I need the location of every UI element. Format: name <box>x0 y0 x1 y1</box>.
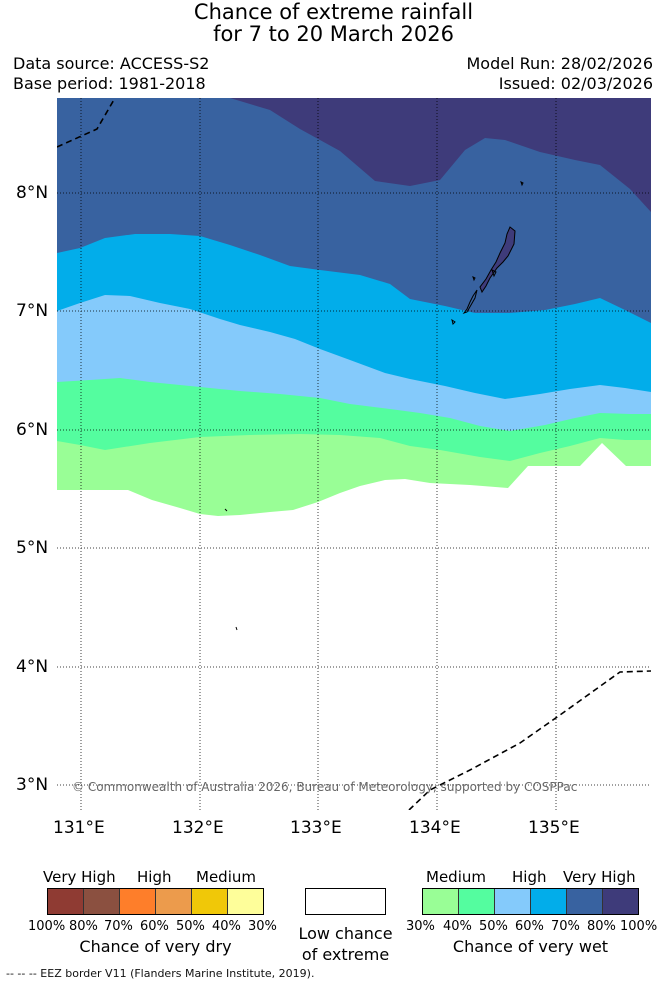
wet-swatch-30-40 <box>423 889 459 914</box>
eez-border <box>57 98 651 810</box>
dry-swatch-50-40 <box>192 889 228 914</box>
data-source: Data source: ACCESS-S2 <box>13 54 210 73</box>
lat-label-5n: 5°N <box>16 538 49 558</box>
lat-label-3n: 3°N <box>16 775 49 795</box>
wet-tick-50: 50% <box>479 919 508 934</box>
base-period: Base period: 1981-2018 <box>13 74 206 93</box>
wet-swatch-50-60 <box>495 889 531 914</box>
zone-wet-70 <box>57 98 651 323</box>
dry-swatch-80-70 <box>84 889 120 914</box>
issued-date: Issued: 02/03/2026 <box>498 74 653 93</box>
wet-tick-60: 60% <box>515 919 544 934</box>
dry-cat-very-high: Very High <box>43 868 116 886</box>
dry-cat-medium: Medium <box>196 868 256 886</box>
lat-label-6n: 6°N <box>16 420 49 440</box>
dry-tick-30: 30% <box>248 919 277 934</box>
eez-footnote: -- -- -- EEZ border V11 (Flanders Marine… <box>6 967 315 980</box>
low-chance-line2: of extreme <box>301 945 390 964</box>
lat-label-7n: 7°N <box>16 301 49 321</box>
wet-swatch-80-100 <box>603 889 638 914</box>
wet-tick-100: 100% <box>620 919 658 934</box>
dry-swatch-60-50 <box>156 889 192 914</box>
map-title: Chance of extreme rainfall <box>193 0 474 24</box>
palau-islands <box>224 181 524 631</box>
wet-swatch-60-70 <box>531 889 567 914</box>
wet-cat-high: High <box>512 868 547 886</box>
dry-cat-high: High <box>137 868 172 886</box>
wet-cat-very-high: Very High <box>563 868 636 886</box>
dry-swatch-40-30 <box>228 889 263 914</box>
map-subtitle: for 7 to 20 March 2026 <box>213 22 454 46</box>
copyright-text: © Commonwealth of Australia 2026, Bureau… <box>72 780 577 794</box>
wet-cat-medium: Medium <box>426 868 486 886</box>
dry-tick-50: 50% <box>176 919 205 934</box>
wet-swatch-70-80 <box>567 889 603 914</box>
wet-tick-30: 30% <box>406 919 435 934</box>
low-chance-line1: Low chance <box>298 924 393 943</box>
lon-label-135e: 135°E <box>528 818 580 838</box>
lat-label-4n: 4°N <box>16 657 49 677</box>
dry-tick-70: 70% <box>104 919 133 934</box>
dry-tick-80: 80% <box>69 919 98 934</box>
lon-label-133e: 133°E <box>290 818 342 838</box>
graticule <box>57 98 651 810</box>
wet-tick-70: 70% <box>551 919 580 934</box>
dry-tick-100: 100% <box>28 919 66 934</box>
lon-label-132e: 132°E <box>172 818 224 838</box>
wet-legend-bar <box>422 888 639 915</box>
dry-caption: Chance of very dry <box>79 937 232 956</box>
wet-tick-40: 40% <box>443 919 472 934</box>
lon-label-134e: 134°E <box>409 818 461 838</box>
lon-label-131e: 131°E <box>53 818 105 838</box>
dry-tick-40: 40% <box>212 919 241 934</box>
dry-swatch-100-80 <box>48 889 84 914</box>
wet-swatch-40-50 <box>459 889 495 914</box>
model-run: Model Run: 28/02/2026 <box>466 54 654 73</box>
zone-wet-80 <box>230 98 651 212</box>
wet-tick-80: 80% <box>587 919 616 934</box>
dry-swatch-70-60 <box>120 889 156 914</box>
lat-label-8n: 8°N <box>16 183 49 203</box>
dry-tick-60: 60% <box>140 919 169 934</box>
dry-legend-bar <box>47 888 264 915</box>
low-chance-swatch <box>305 888 386 915</box>
wet-caption: Chance of very wet <box>452 937 609 956</box>
